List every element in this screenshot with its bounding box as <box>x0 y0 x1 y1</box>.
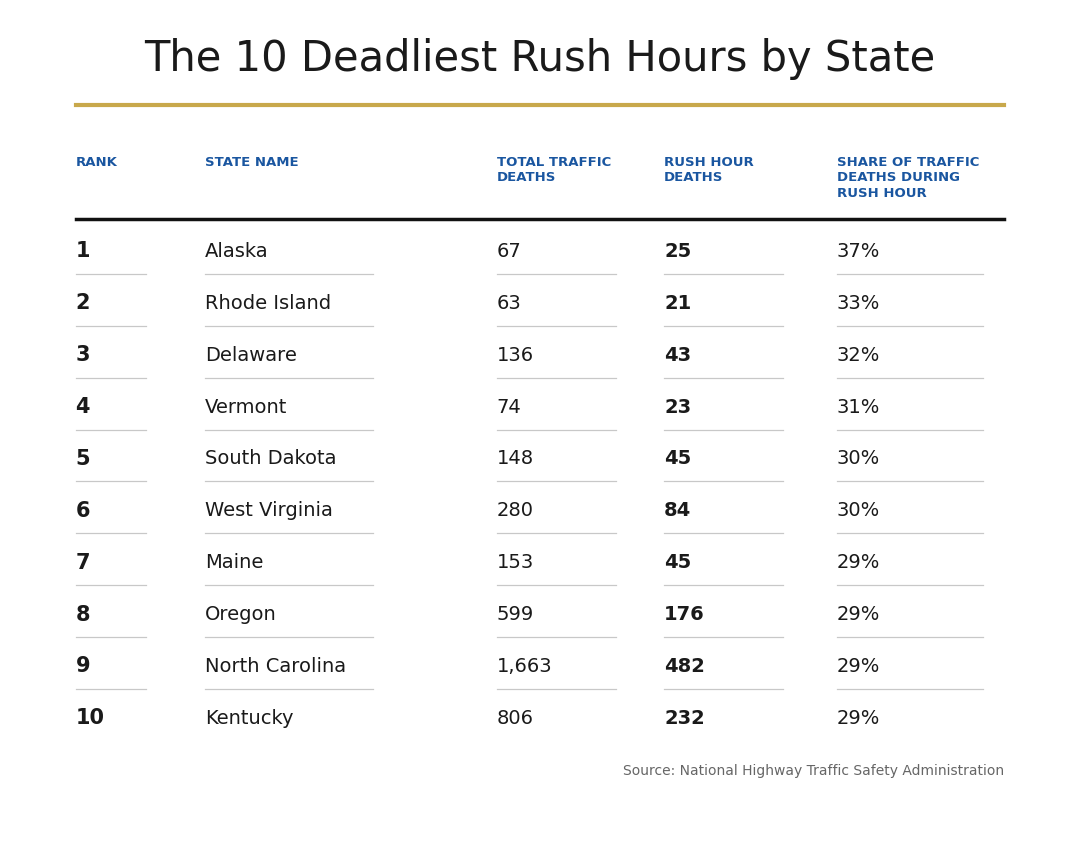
Text: 280: 280 <box>497 501 534 521</box>
Text: 6: 6 <box>76 500 90 521</box>
Text: 29%: 29% <box>837 605 880 624</box>
Text: North Carolina: North Carolina <box>205 657 347 676</box>
Text: Rhode Island: Rhode Island <box>205 294 332 313</box>
Text: 45: 45 <box>664 449 691 468</box>
Text: 84: 84 <box>664 501 691 521</box>
Text: Oregon: Oregon <box>205 605 276 624</box>
Text: 31%: 31% <box>837 398 880 416</box>
Text: 599: 599 <box>497 605 534 624</box>
Text: SHARE OF TRAFFIC
DEATHS DURING
RUSH HOUR: SHARE OF TRAFFIC DEATHS DURING RUSH HOUR <box>837 156 980 199</box>
Text: 9: 9 <box>76 657 91 676</box>
Text: 29%: 29% <box>837 657 880 676</box>
Text: 148: 148 <box>497 449 534 468</box>
Text: 8: 8 <box>76 605 90 625</box>
Text: Maine: Maine <box>205 553 264 572</box>
Text: 23: 23 <box>664 398 691 416</box>
Text: The 10 Deadliest Rush Hours by State: The 10 Deadliest Rush Hours by State <box>145 38 935 80</box>
Text: 1: 1 <box>76 241 90 262</box>
Text: 63: 63 <box>497 294 522 313</box>
Text: Source: National Highway Traffic Safety Administration: Source: National Highway Traffic Safety … <box>623 764 1004 778</box>
Text: 3: 3 <box>76 345 90 365</box>
Text: 37%: 37% <box>837 242 880 261</box>
Text: 43: 43 <box>664 346 691 365</box>
Text: West Virginia: West Virginia <box>205 501 333 521</box>
Text: 5: 5 <box>76 449 91 469</box>
Text: 25: 25 <box>664 242 691 261</box>
Text: Vermont: Vermont <box>205 398 287 416</box>
Text: 232: 232 <box>664 709 705 727</box>
Text: STATE NAME: STATE NAME <box>205 156 299 168</box>
Text: 136: 136 <box>497 346 534 365</box>
Text: 33%: 33% <box>837 294 880 313</box>
Text: 29%: 29% <box>837 553 880 572</box>
Text: 1,663: 1,663 <box>497 657 553 676</box>
Text: RUSH HOUR
DEATHS: RUSH HOUR DEATHS <box>664 156 754 184</box>
Text: 482: 482 <box>664 657 705 676</box>
Text: 153: 153 <box>497 553 534 572</box>
Text: Delaware: Delaware <box>205 346 297 365</box>
Text: South Dakota: South Dakota <box>205 449 337 468</box>
Text: TOTAL TRAFFIC
DEATHS: TOTAL TRAFFIC DEATHS <box>497 156 611 184</box>
Text: 32%: 32% <box>837 346 880 365</box>
Text: RANK: RANK <box>76 156 118 168</box>
Text: 21: 21 <box>664 294 691 313</box>
Text: 29%: 29% <box>837 709 880 727</box>
Text: 4: 4 <box>76 397 90 417</box>
Text: 30%: 30% <box>837 501 880 521</box>
Text: Kentucky: Kentucky <box>205 709 294 727</box>
Text: 74: 74 <box>497 398 522 416</box>
Text: 67: 67 <box>497 242 522 261</box>
Text: 806: 806 <box>497 709 534 727</box>
Text: 10: 10 <box>76 708 105 728</box>
Text: 176: 176 <box>664 605 705 624</box>
Text: Alaska: Alaska <box>205 242 269 261</box>
Text: 45: 45 <box>664 553 691 572</box>
Text: 30%: 30% <box>837 449 880 468</box>
Text: 2: 2 <box>76 294 90 313</box>
Text: 7: 7 <box>76 553 90 573</box>
